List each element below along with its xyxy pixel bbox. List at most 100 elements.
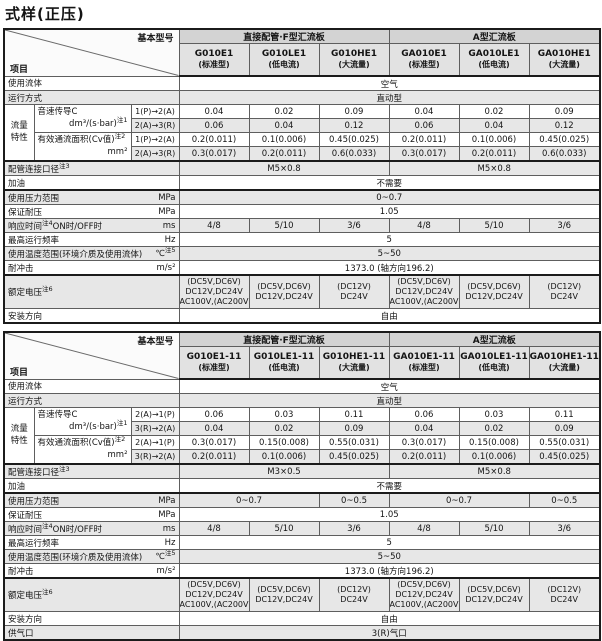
row-label: 使用流体	[8, 77, 42, 89]
row-label-cell: 保证耐压 MPa	[3, 204, 180, 219]
row-label-cell: 使用压力范围 MPa	[3, 189, 180, 205]
model-type: (标准型)	[198, 363, 230, 373]
flow-direction-cell: 2(A)→3(R)	[130, 118, 180, 133]
value-cell: 5~50	[178, 549, 601, 564]
sublabel-line-1: 音速传导C	[38, 107, 128, 118]
value-line: AC100V,(AC200V)	[389, 297, 459, 306]
value-line: (DC12V)	[337, 585, 371, 594]
model-code: G010HE1	[330, 49, 378, 60]
label-wrap: 耐冲击 m/s²	[8, 262, 176, 274]
table-row: 有效通流面积(Cv值)注2 mm² 2(A)→1(P) 0.3(0.017) 0.15(…	[4, 435, 601, 465]
value-line: DC24V	[550, 292, 578, 301]
value-cell: 0~0.5	[318, 492, 390, 508]
value-cell: (DC5V,DC6V) DC12V,DC24V AC100V,(AC200V)	[178, 577, 250, 612]
table-row: 使用流体 空气	[3, 378, 601, 394]
table-row: 保证耐压 MPa 1.05	[3, 204, 601, 219]
table-row: 使用温度范围(环境介质及使用流体) ℃注5 5~50	[3, 246, 601, 261]
row-label-text: 使用流体	[8, 79, 43, 90]
value-cell: 0.2(0.011)	[388, 132, 460, 147]
row-label-cell: 耐冲击 m/s²	[3, 563, 180, 579]
label-wrap: 使用流体	[8, 380, 176, 392]
sublabel-unit: mm²	[107, 449, 128, 460]
model-type: (低电流)	[478, 60, 510, 70]
label-wrap: 配管连接口径注3	[8, 466, 176, 478]
group-label-line: 特性	[10, 132, 28, 143]
value-cell: 0.2(0.011)	[388, 449, 460, 465]
value-cell: 0.02	[458, 104, 530, 119]
note-ref: 注1	[116, 115, 128, 124]
value-cell: 4/8	[388, 218, 460, 233]
sublabel-unit: dm³/(s·bar)	[69, 421, 117, 432]
model-type: (低电流)	[478, 363, 510, 373]
row-label-cell: 安装方向	[3, 308, 180, 324]
row-label-cell: 加油	[3, 175, 180, 191]
value-cell: 0.55(0.031)	[528, 435, 601, 450]
unit-label: ℃注5	[153, 551, 175, 562]
label-wrap: 最高运行频率 Hz	[8, 537, 176, 549]
diagonal-line	[5, 30, 178, 75]
sublabel-text: 音速传导C	[37, 107, 78, 118]
value-cell: 0.55(0.031)	[318, 435, 390, 450]
table-row: 额定电压注6 (DC5V,DC6V) DC12V,DC24V AC100V,(AC20…	[3, 577, 601, 612]
row-label-text: 额定电压	[8, 288, 43, 298]
value-line: (DC5V,DC6V)	[257, 282, 311, 291]
model-type: (标准型)	[198, 60, 230, 70]
label-wrap: 响应时间注4ON时/OFF时 ms	[8, 523, 176, 535]
row-label-cell: 保证耐压 MPa	[3, 507, 180, 522]
table-row: 2(A)→3(R) 0.06 0.04 0.12 0.06 0.04 0.12	[4, 118, 601, 133]
value-cell: 1.05	[178, 507, 601, 522]
row-label: 额定电压注6	[8, 589, 53, 601]
unit-label: m/s²	[155, 263, 176, 273]
row-label: 最高运行频率	[8, 537, 59, 549]
value-cell: 0.2(0.011)	[458, 146, 530, 162]
row-label-cell: 使用温度范围(环境介质及使用流体) ℃注5	[3, 549, 180, 564]
unit-text: Hz	[164, 234, 176, 245]
model-code: G010LE1-11	[253, 352, 315, 363]
row-label-text: 保证耐压	[8, 207, 43, 218]
row-label-cell: 运行方式	[3, 393, 180, 408]
value-cell: (DC5V,DC6V) DC12V,DC24V AC100V,(AC200V)	[388, 274, 460, 309]
model-type: (大流量)	[548, 363, 580, 373]
row-label-text: 供气口	[8, 628, 34, 639]
row-label: 配管连接口径注3	[8, 466, 70, 478]
row-label-text: 最高运行频率	[8, 235, 60, 246]
label-wrap: 最高运行频率 Hz	[8, 234, 176, 246]
row-label-cell: 响应时间注4ON时/OFF时 ms	[3, 218, 180, 233]
value-cell: 直动型	[178, 90, 601, 105]
group-header: 直接配管·F型汇流板	[178, 331, 390, 347]
value-cell: 0.06	[178, 118, 250, 133]
row-label: 使用压力范围	[8, 495, 59, 507]
row-label-text: 配管连接口径	[8, 467, 60, 478]
row-label-text: 响应时间	[8, 524, 43, 535]
model-type: (大流量)	[338, 363, 370, 373]
spec-table-positive-2: 基本型号 项目 直接配管·F型汇流板 A型汇流板 G010E1-11 (标准型) G010L…	[3, 331, 601, 641]
value-cell: 0.06	[388, 118, 460, 133]
value-cell: 0.45(0.025)	[528, 449, 601, 465]
value-cell: (DC12V) DC24V	[528, 274, 601, 309]
model-type: (大流量)	[338, 60, 370, 70]
row-group-cell: 流量 特性	[3, 407, 35, 465]
table-row: 配管连接口径注3 M5×0.8 M5×0.8	[3, 160, 601, 176]
row-label-text: 耐冲击	[8, 566, 34, 577]
table-row: 额定电压注6 (DC5V,DC6V) DC12V,DC24V AC100V,(AC20…	[3, 274, 601, 309]
table-row: 3(R)→2(A) 0.04 0.02 0.09 0.04 0.02 0.09	[4, 421, 601, 436]
item-label: 项目	[10, 64, 29, 75]
unit-label: ms	[161, 524, 176, 534]
model-code: G010LE1	[261, 49, 307, 60]
flow-direction-cell: 3(R)→2(A)	[130, 421, 180, 436]
flow-direction-cell: 1(P)→2(A)	[130, 104, 180, 119]
label-wrap: 响应时间注4ON时/OFF时 ms	[8, 220, 176, 232]
row-label-cell: 响应时间注4ON时/OFF时 ms	[3, 521, 180, 536]
value-cell: 0.3(0.017)	[388, 146, 460, 162]
value-line: (DC5V,DC6V)	[397, 580, 451, 589]
flow-direction-cell: 2(A)→1(P)	[130, 407, 180, 422]
value-cell: 自由	[178, 611, 601, 626]
header-corner: 基本型号 项目	[3, 28, 180, 77]
sublabel-line-2: mm²	[38, 147, 128, 158]
value-cell: 0.04	[458, 118, 530, 133]
flow-direction-cell: 3(R)→2(A)	[130, 449, 180, 465]
value-cell: M5×0.8	[388, 160, 601, 176]
value-cell: 3/6	[528, 521, 601, 536]
sublabel-unit: dm³/(s·bar)	[69, 118, 117, 129]
model-header: GA010HE1-11 (大流量)	[528, 346, 601, 380]
